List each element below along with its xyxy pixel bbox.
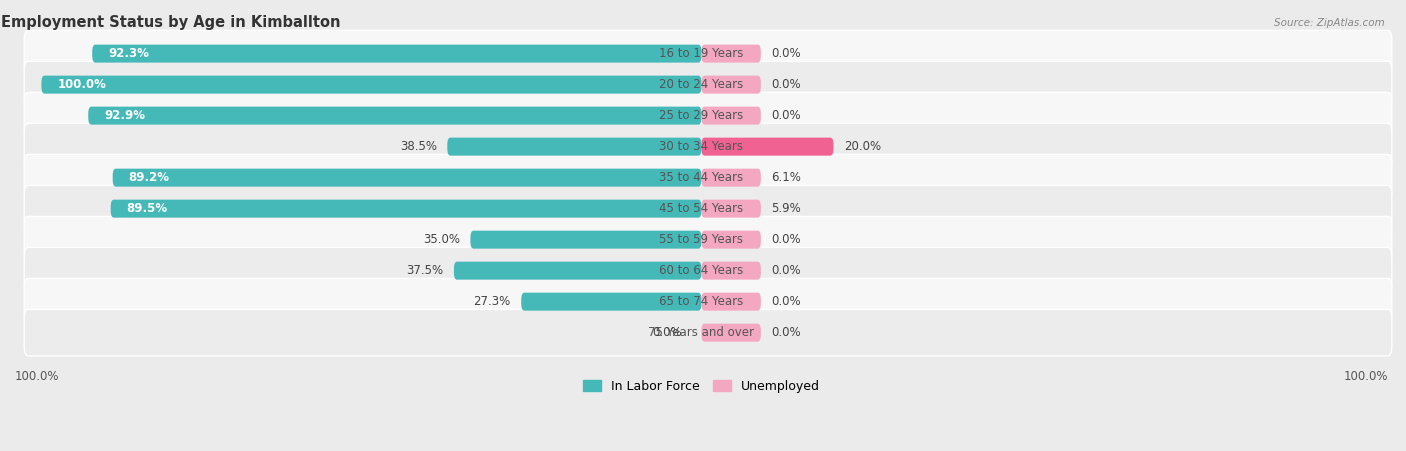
FancyBboxPatch shape (111, 200, 702, 218)
Text: 65 to 74 Years: 65 to 74 Years (659, 295, 744, 308)
Legend: In Labor Force, Unemployed: In Labor Force, Unemployed (578, 375, 825, 398)
Text: 37.5%: 37.5% (406, 264, 443, 277)
Text: 92.9%: 92.9% (104, 109, 145, 122)
Text: 35.0%: 35.0% (423, 233, 460, 246)
FancyBboxPatch shape (702, 106, 761, 124)
FancyBboxPatch shape (93, 45, 702, 63)
Text: 6.1%: 6.1% (772, 171, 801, 184)
FancyBboxPatch shape (702, 169, 761, 187)
Text: 0.0%: 0.0% (772, 326, 801, 339)
FancyBboxPatch shape (522, 293, 702, 311)
Text: 30 to 34 Years: 30 to 34 Years (659, 140, 744, 153)
FancyBboxPatch shape (24, 248, 1392, 294)
FancyBboxPatch shape (702, 138, 834, 156)
Text: 100.0%: 100.0% (1343, 370, 1388, 383)
Text: 0.0%: 0.0% (772, 78, 801, 91)
Text: 60 to 64 Years: 60 to 64 Years (659, 264, 744, 277)
Text: Source: ZipAtlas.com: Source: ZipAtlas.com (1274, 18, 1385, 28)
FancyBboxPatch shape (24, 92, 1392, 139)
FancyBboxPatch shape (447, 138, 702, 156)
FancyBboxPatch shape (24, 124, 1392, 170)
Text: 92.3%: 92.3% (108, 47, 149, 60)
Text: 25 to 29 Years: 25 to 29 Years (659, 109, 744, 122)
FancyBboxPatch shape (24, 309, 1392, 356)
Text: 0.0%: 0.0% (772, 264, 801, 277)
FancyBboxPatch shape (702, 262, 761, 280)
Text: 100.0%: 100.0% (15, 370, 59, 383)
Text: 20 to 24 Years: 20 to 24 Years (659, 78, 744, 91)
Text: 0.0%: 0.0% (772, 295, 801, 308)
Text: Employment Status by Age in Kimballton: Employment Status by Age in Kimballton (1, 15, 340, 30)
FancyBboxPatch shape (702, 230, 761, 249)
Text: 89.5%: 89.5% (127, 202, 167, 215)
FancyBboxPatch shape (702, 324, 761, 342)
Text: 35 to 44 Years: 35 to 44 Years (659, 171, 744, 184)
Text: 0.0%: 0.0% (772, 109, 801, 122)
Text: 5.9%: 5.9% (772, 202, 801, 215)
Text: 20.0%: 20.0% (844, 140, 882, 153)
FancyBboxPatch shape (454, 262, 702, 280)
Text: 45 to 54 Years: 45 to 54 Years (659, 202, 744, 215)
Text: 16 to 19 Years: 16 to 19 Years (659, 47, 744, 60)
Text: 27.3%: 27.3% (474, 295, 510, 308)
FancyBboxPatch shape (702, 76, 761, 94)
FancyBboxPatch shape (24, 154, 1392, 201)
FancyBboxPatch shape (24, 61, 1392, 108)
FancyBboxPatch shape (702, 293, 761, 311)
FancyBboxPatch shape (24, 185, 1392, 232)
FancyBboxPatch shape (24, 30, 1392, 77)
FancyBboxPatch shape (41, 76, 702, 94)
Text: 75 Years and over: 75 Years and over (648, 326, 755, 339)
Text: 0.0%: 0.0% (652, 326, 682, 339)
Text: 89.2%: 89.2% (128, 171, 170, 184)
FancyBboxPatch shape (702, 45, 761, 63)
FancyBboxPatch shape (471, 230, 702, 249)
Text: 55 to 59 Years: 55 to 59 Years (659, 233, 744, 246)
Text: 0.0%: 0.0% (772, 47, 801, 60)
Text: 0.0%: 0.0% (772, 233, 801, 246)
FancyBboxPatch shape (89, 106, 702, 124)
FancyBboxPatch shape (112, 169, 702, 187)
Text: 38.5%: 38.5% (399, 140, 437, 153)
Text: 100.0%: 100.0% (58, 78, 105, 91)
FancyBboxPatch shape (702, 200, 761, 218)
FancyBboxPatch shape (24, 278, 1392, 325)
FancyBboxPatch shape (24, 216, 1392, 263)
